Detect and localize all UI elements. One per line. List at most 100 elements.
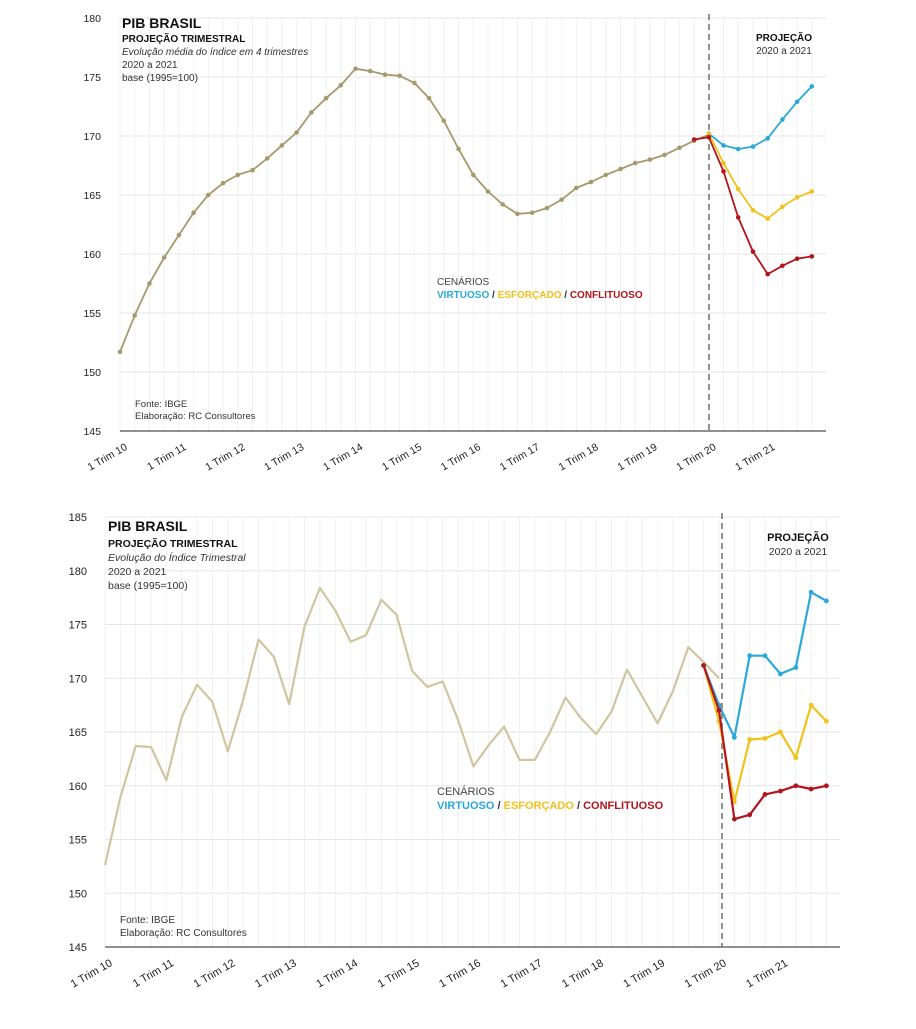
chart-2-scenarios-label: CENÁRIOS — [437, 785, 494, 798]
chart-2-base: base (1995=100) — [108, 580, 188, 592]
x-tick-label: 1 Trim 21 — [744, 957, 790, 990]
data-point-historical — [471, 172, 476, 178]
chart-2-gridlines — [104, 516, 840, 947]
x-tick-label: 1 Trim 10 — [86, 441, 130, 473]
data-point-conflituoso — [809, 254, 815, 259]
data-point-historical — [220, 180, 226, 186]
data-point-conflituoso — [716, 708, 722, 713]
data-point-esforcado — [706, 131, 712, 136]
data-point-conflituoso — [793, 783, 799, 789]
chart-1-scenarios-legend: VIRTUOSO / ESFORÇADO / CONFLITUOSO — [437, 290, 643, 301]
data-point-historical — [191, 210, 196, 215]
x-tick-label: 1 Trim 19 — [621, 957, 667, 990]
y-tick-label: 165 — [69, 727, 87, 739]
data-point-esforcado — [747, 737, 753, 742]
x-tick-label: 1 Trim 15 — [376, 957, 422, 990]
y-tick-label: 180 — [83, 13, 101, 25]
y-tick-label: 145 — [83, 426, 101, 438]
chart-1-scenarios-label: CENÁRIOS — [437, 275, 490, 288]
y-tick-label: 170 — [69, 673, 87, 685]
chart-1-gridlines — [119, 17, 826, 431]
data-point-esforcado — [824, 718, 829, 724]
legend-separator: / — [494, 800, 503, 812]
chart-2-description: Evolução do Índice Trimestral — [108, 551, 246, 564]
chart-1-x-axis: 1 Trim 10 1 Trim 11 1 Trim 12 1 Trim 13 1 Tr… — [86, 441, 778, 473]
x-tick-label: 1 Trim 12 — [203, 441, 247, 473]
chart-1-title: PIB BRASIL — [122, 15, 202, 31]
y-tick-label: 165 — [83, 190, 101, 202]
data-point-virtuoso — [721, 143, 726, 148]
x-tick-label: 1 Trim 20 — [674, 441, 718, 473]
data-point-historical — [397, 73, 403, 79]
data-point-historical — [441, 118, 447, 123]
data-point-esforcado — [721, 160, 726, 166]
data-point-historical — [574, 185, 579, 191]
data-point-historical — [603, 172, 609, 178]
data-point-virtuoso — [765, 136, 770, 141]
x-tick-label: 1 Trim 13 — [262, 441, 306, 473]
data-point-esforcado — [808, 702, 814, 708]
data-point-historical — [426, 95, 432, 101]
series-line-historical — [103, 586, 720, 866]
data-point-esforcado — [750, 208, 756, 213]
data-point-virtuoso — [793, 665, 799, 670]
data-point-historical — [235, 172, 241, 178]
data-point-historical — [176, 232, 182, 238]
data-point-historical — [250, 167, 255, 173]
data-point-historical — [117, 349, 123, 355]
y-tick-label: 160 — [69, 781, 87, 793]
data-point-virtuoso — [750, 144, 756, 149]
x-tick-label: 1 Trim 16 — [439, 441, 483, 473]
data-point-conflituoso — [824, 783, 829, 789]
data-point-historical — [323, 95, 329, 101]
chart-1-author: Elaboração: RC Consultores — [135, 411, 256, 422]
data-point-conflituoso — [808, 786, 814, 792]
data-point-virtuoso — [732, 735, 737, 740]
data-point-historical — [677, 145, 682, 151]
x-tick-label: 1 Trim 21 — [733, 441, 777, 473]
x-tick-label: 1 Trim 11 — [131, 957, 176, 990]
y-tick-label: 175 — [69, 620, 87, 632]
data-point-conflituoso — [794, 256, 800, 262]
data-point-conflituoso — [691, 137, 697, 142]
chart-1-projection-period: 2020 a 2021 — [756, 46, 812, 57]
data-point-virtuoso — [735, 146, 741, 152]
chart-1-series — [117, 66, 815, 355]
data-point-conflituoso — [780, 263, 785, 269]
chart-2-projection-period: 2020 a 2021 — [769, 546, 828, 558]
data-point-virtuoso — [809, 84, 815, 89]
x-tick-label: 1 Trim 14 — [321, 441, 365, 473]
y-tick-label: 150 — [83, 367, 101, 379]
legend-esforcado: ESFORÇADO — [504, 800, 575, 812]
chart-2-projection-label: PROJEÇÃO — [767, 531, 829, 544]
data-point-conflituoso — [706, 134, 712, 140]
data-point-esforcado — [780, 204, 785, 210]
data-point-historical — [147, 281, 152, 286]
data-point-historical — [132, 313, 137, 318]
x-tick-label: 1 Trim 18 — [560, 957, 606, 990]
series-line-esforcado — [707, 133, 813, 220]
data-point-virtuoso — [780, 117, 785, 122]
y-tick-label: 170 — [83, 131, 101, 143]
data-point-historical — [647, 157, 653, 162]
chart-1-subtitle: PROJEÇÃO TRIMESTRAL — [122, 32, 245, 45]
data-point-historical — [309, 110, 314, 115]
data-point-esforcado — [762, 736, 768, 741]
chart-1-y-axis: 145 150 155 160 165 170 175 180 — [83, 13, 101, 438]
x-tick-label: 1 Trim 16 — [437, 957, 483, 990]
y-tick-label: 160 — [83, 249, 101, 261]
chart-2-title: PIB BRASIL — [108, 518, 188, 534]
chart-2-period: 2020 a 2021 — [108, 566, 167, 578]
data-point-esforcado — [793, 755, 799, 761]
data-point-historical — [485, 189, 491, 194]
data-point-historical — [279, 143, 285, 148]
data-point-historical — [338, 83, 344, 88]
data-point-virtuoso — [808, 589, 814, 595]
y-tick-label: 175 — [83, 72, 101, 84]
legend-virtuoso: VIRTUOSO — [437, 290, 489, 301]
data-point-historical — [353, 66, 358, 71]
data-point-historical — [588, 179, 594, 185]
x-tick-label: 1 Trim 10 — [69, 957, 115, 990]
data-point-virtuoso — [762, 653, 768, 659]
